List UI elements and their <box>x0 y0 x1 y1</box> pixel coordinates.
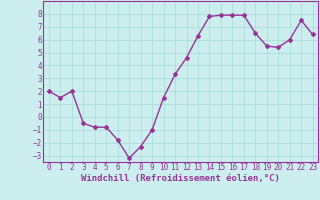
X-axis label: Windchill (Refroidissement éolien,°C): Windchill (Refroidissement éolien,°C) <box>81 174 280 183</box>
